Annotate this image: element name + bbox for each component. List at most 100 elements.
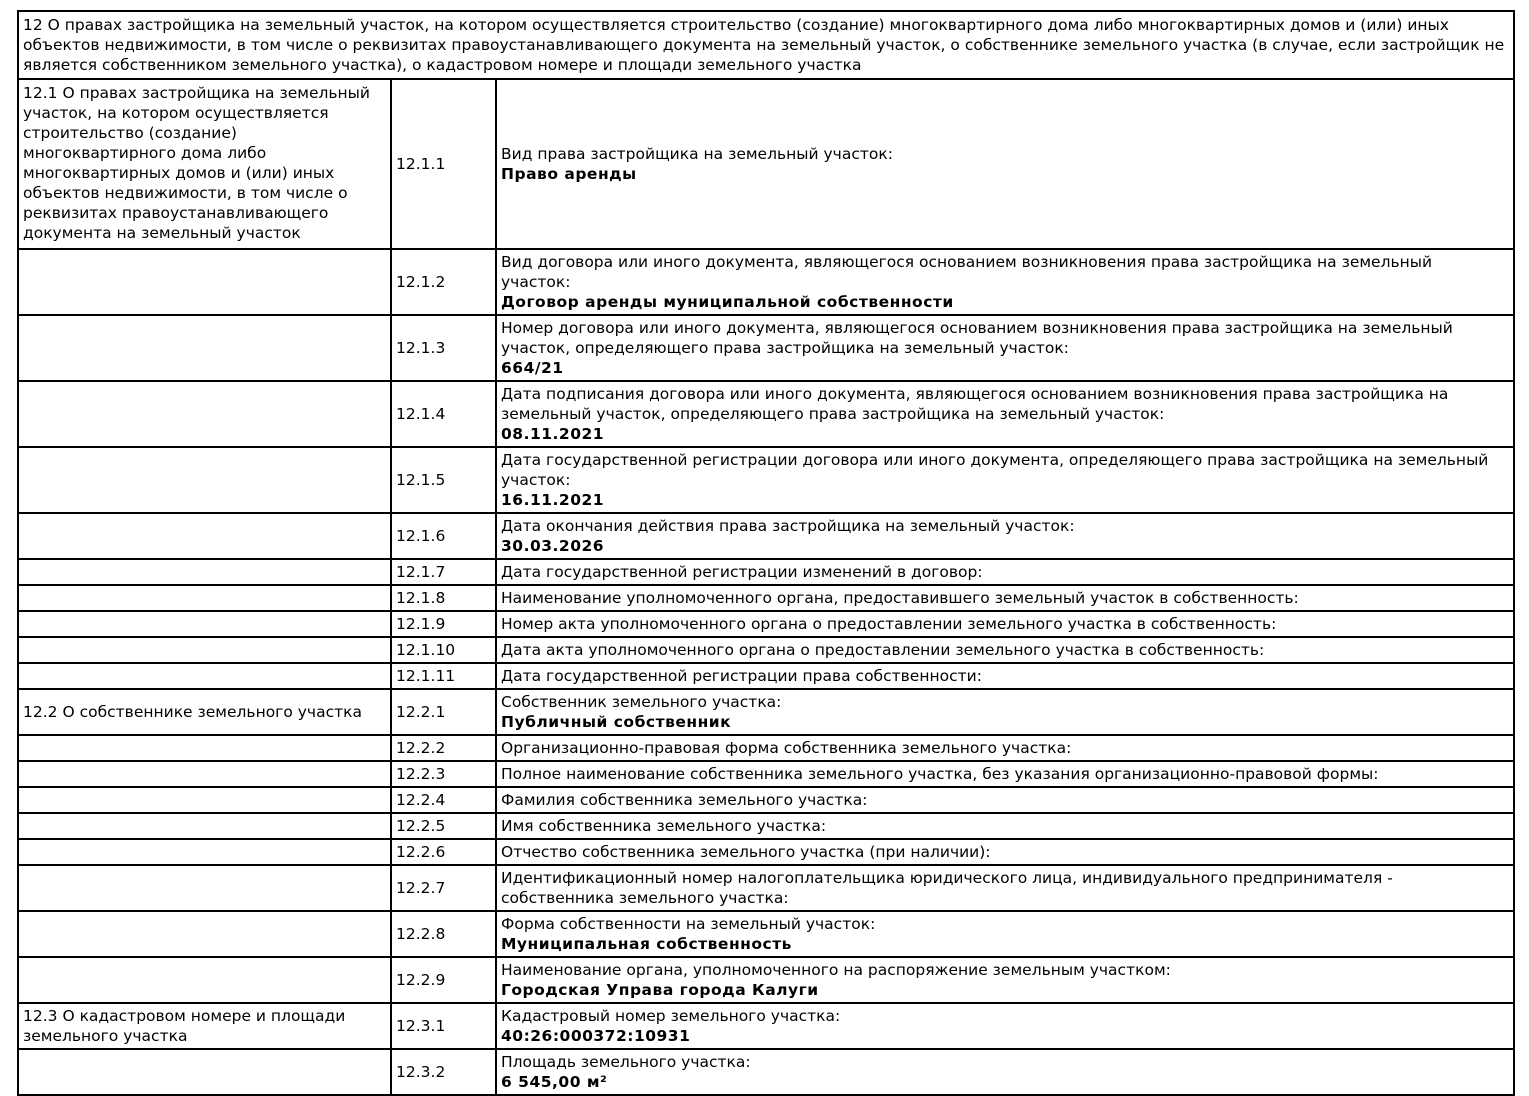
table-row: 12.2.3 Полное наименование собственника … — [17, 760, 1516, 788]
row-number: 12.3.2 — [390, 1048, 497, 1096]
field-cell: Форма собственности на земельный участок… — [494, 910, 1516, 958]
table-row: 12.1.7 Дата государственной регистрации … — [17, 558, 1516, 586]
table-row: 12.1.8 Наименование уполномоченного орга… — [17, 584, 1516, 612]
field-cell: Дата подписания договора или иного докум… — [494, 380, 1516, 448]
field-cell: Наименование уполномоченного органа, пре… — [494, 584, 1516, 612]
section-12-header: 12 О правах застройщика на земельный уча… — [16, 10, 1516, 80]
field-label: Дата подписания договора или иного докум… — [501, 385, 1449, 423]
table-row: 12.2.2 Организационно-правовая форма соб… — [17, 734, 1516, 762]
table-row: 12.2.7 Идентификационный номер налогопла… — [17, 864, 1516, 912]
field-label: Имя собственника земельного участка: — [501, 817, 827, 835]
row-number: 12.2.5 — [390, 812, 497, 840]
section-label-cell — [17, 662, 392, 690]
section-label-cell — [17, 786, 392, 814]
field-label: Вид договора или иного документа, являющ… — [501, 253, 1433, 291]
field-label: Собственник земельного участка: — [501, 693, 782, 711]
section-label-cell — [17, 1048, 392, 1096]
field-cell: Фамилия собственника земельного участка: — [494, 786, 1516, 814]
row-number: 12.2.2 — [390, 734, 497, 762]
field-cell: Площадь земельного участка: 6 545,00 м² — [494, 1048, 1516, 1096]
field-value: 16.11.2021 — [501, 491, 605, 509]
field-label: Организационно-правовая форма собственни… — [501, 739, 1072, 757]
field-cell: Вид договора или иного документа, являющ… — [494, 248, 1516, 316]
field-value: Муниципальная собственность — [501, 935, 792, 953]
section-label-cell — [17, 558, 392, 586]
field-value: Городская Управа города Калуги — [501, 981, 819, 999]
table-row: 12.2 О собственнике земельного участка 1… — [17, 688, 1516, 736]
table-row: 12.3.2 Площадь земельного участка: 6 545… — [17, 1048, 1516, 1096]
table-header-row: 12 О правах застройщика на земельный уча… — [16, 10, 1516, 80]
row-number: 12.2.3 — [390, 760, 497, 788]
field-value: 6 545,00 м² — [501, 1073, 608, 1091]
field-cell: Дата государственной регистрации права с… — [494, 662, 1516, 690]
field-cell: Номер акта уполномоченного органа о пред… — [494, 610, 1516, 638]
table-row: 12.1.5 Дата государственной регистрации … — [17, 446, 1516, 514]
field-label: Вид права застройщика на земельный участ… — [501, 145, 893, 163]
field-value: 30.03.2026 — [501, 537, 605, 555]
field-cell: Дата окончания действия права застройщик… — [494, 512, 1516, 560]
table-row: 12.1.4 Дата подписания договора или иног… — [17, 380, 1516, 448]
field-value: Публичный собственник — [501, 713, 732, 731]
field-label: Дата акта уполномоченного органа о предо… — [501, 641, 1265, 659]
field-cell: Дата государственной регистрации договор… — [494, 446, 1516, 514]
declaration-table: 12 О правах застройщика на земельный уча… — [16, 10, 1516, 1096]
field-cell: Организационно-правовая форма собственни… — [494, 734, 1516, 762]
row-number: 12.1.3 — [390, 314, 497, 382]
row-number: 12.2.7 — [390, 864, 497, 912]
field-label: Дата государственной регистрации права с… — [501, 667, 982, 685]
field-value: 664/21 — [501, 359, 564, 377]
row-number: 12.1.7 — [390, 558, 497, 586]
field-label: Фамилия собственника земельного участка: — [501, 791, 868, 809]
field-cell: Кадастровый номер земельного участка: 40… — [494, 1002, 1516, 1050]
field-cell: Номер договора или иного документа, явля… — [494, 314, 1516, 382]
section-label-cell: 12.2 О собственнике земельного участка — [17, 688, 392, 736]
field-label: Идентификационный номер налогоплательщик… — [501, 869, 1393, 907]
section-label-cell — [17, 314, 392, 382]
field-label: Наименование органа, уполномоченного на … — [501, 961, 1171, 979]
field-value: 08.11.2021 — [501, 425, 605, 443]
field-cell: Полное наименование собственника земельн… — [494, 760, 1516, 788]
table-row: 12.2.5 Имя собственника земельного участ… — [17, 812, 1516, 840]
row-number: 12.1.5 — [390, 446, 497, 514]
field-label: Дата государственной регистрации изменен… — [501, 563, 983, 581]
field-value: 40:26:000372:10931 — [501, 1027, 691, 1045]
table-row: 12.2.8 Форма собственности на земельный … — [17, 910, 1516, 958]
field-cell: Дата акта уполномоченного органа о предо… — [494, 636, 1516, 664]
row-number: 12.1.9 — [390, 610, 497, 638]
field-cell: Имя собственника земельного участка: — [494, 812, 1516, 840]
row-number: 12.1.10 — [390, 636, 497, 664]
row-number: 12.2.4 — [390, 786, 497, 814]
table-row: 12.1.11 Дата государственной регистрации… — [17, 662, 1516, 690]
table-row: 12.1.10 Дата акта уполномоченного органа… — [17, 636, 1516, 664]
section-label-cell — [17, 760, 392, 788]
field-label: Форма собственности на земельный участок… — [501, 915, 876, 933]
row-number: 12.1.11 — [390, 662, 497, 690]
field-cell: Идентификационный номер налогоплательщик… — [494, 864, 1516, 912]
field-label: Номер акта уполномоченного органа о пред… — [501, 615, 1277, 633]
section-label-cell — [17, 636, 392, 664]
field-cell: Отчество собственника земельного участка… — [494, 838, 1516, 866]
table-row: 12.1.9 Номер акта уполномоченного органа… — [17, 610, 1516, 638]
row-number: 12.2.8 — [390, 910, 497, 958]
row-number: 12.1.6 — [390, 512, 497, 560]
section-label-cell — [17, 956, 392, 1004]
field-value: Договор аренды муниципальной собственнос… — [501, 293, 954, 311]
section-label-cell — [17, 812, 392, 840]
row-number: 12.1.8 — [390, 584, 497, 612]
row-number: 12.3.1 — [390, 1002, 497, 1050]
section-label-cell — [17, 380, 392, 448]
row-number: 12.1.4 — [390, 380, 497, 448]
field-label: Площадь земельного участка: — [501, 1053, 751, 1071]
table-row: 12.1.2 Вид договора или иного документа,… — [17, 248, 1516, 316]
field-value: Право аренды — [501, 165, 637, 183]
table-row: 12.2.9 Наименование органа, уполномоченн… — [17, 956, 1516, 1004]
row-number: 12.2.6 — [390, 838, 497, 866]
field-label: Отчество собственника земельного участка… — [501, 843, 991, 861]
section-label-cell — [17, 446, 392, 514]
section-label-cell — [17, 838, 392, 866]
field-label: Номер договора или иного документа, явля… — [501, 319, 1453, 357]
row-number: 12.2.9 — [390, 956, 497, 1004]
section-label-cell — [17, 512, 392, 560]
section-label-cell — [17, 584, 392, 612]
